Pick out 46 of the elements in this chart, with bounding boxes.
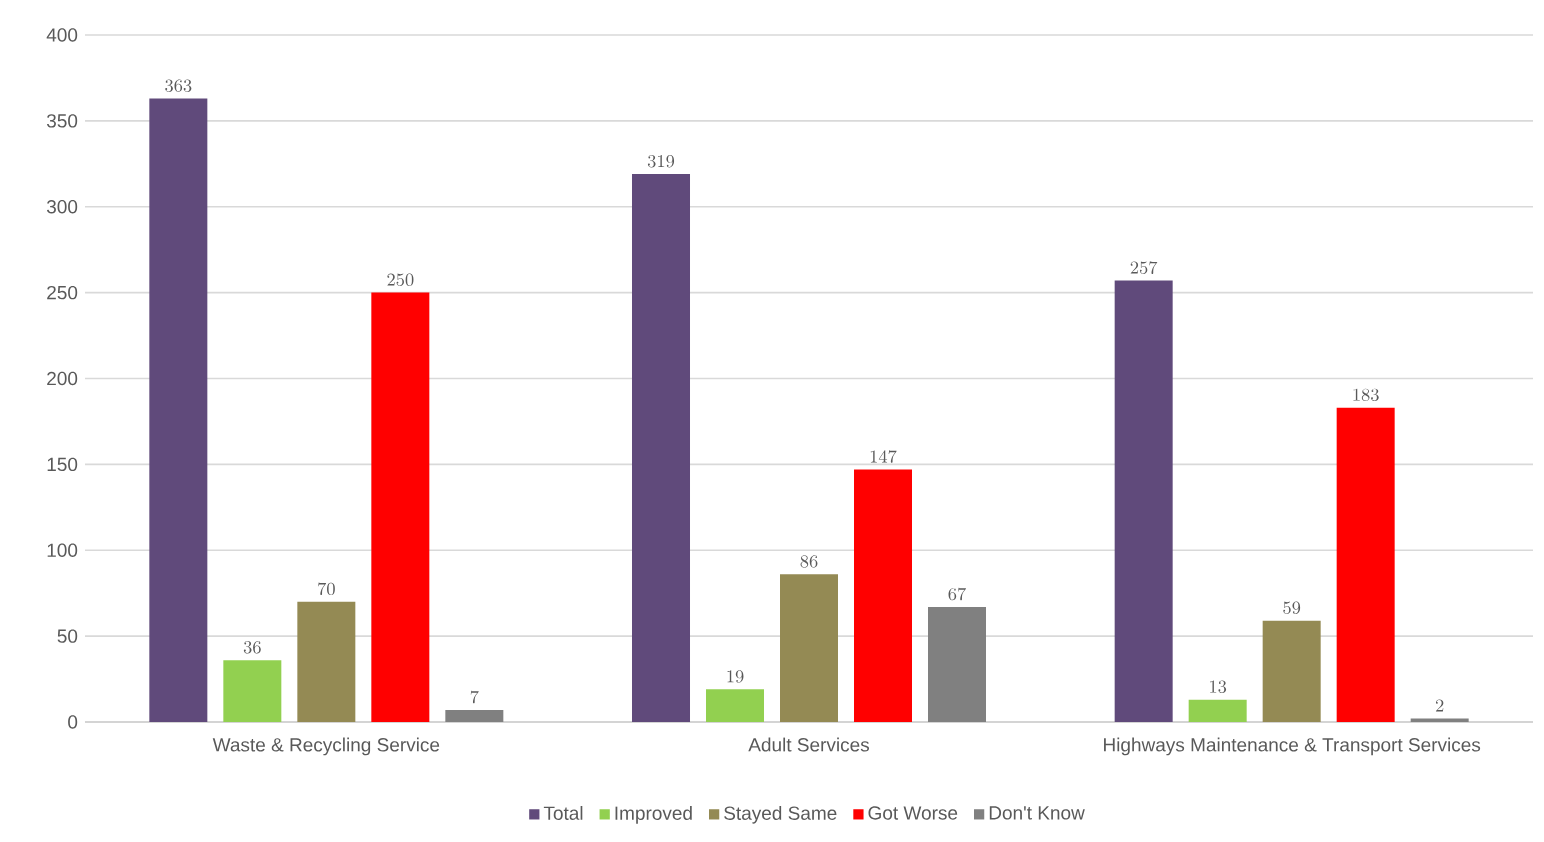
bar: [223, 660, 282, 722]
data-label: 250: [387, 273, 414, 286]
bar: [1114, 280, 1173, 722]
data-label: 7: [470, 690, 479, 704]
data-label: 19: [727, 670, 744, 683]
legend-label: Don't Know: [989, 806, 1085, 820]
y-tick-label: 50: [57, 629, 78, 643]
data-label: 36: [243, 641, 261, 654]
legend-label: Got Worse: [868, 806, 958, 820]
y-tick-label: 200: [47, 371, 78, 386]
bar: [632, 174, 690, 722]
data-label: 86: [800, 555, 818, 568]
bar: [371, 292, 430, 722]
y-tick-label: 350: [46, 114, 78, 128]
bar: [445, 709, 504, 722]
x-tick-label: Highways Maintenance & Transport Services: [1104, 737, 1481, 756]
data-label: 183: [1353, 388, 1379, 402]
bar: [1262, 620, 1321, 722]
y-tick-label: 400: [46, 28, 78, 42]
data-label: 13: [1210, 680, 1227, 694]
y-tick-label: 250: [47, 285, 78, 300]
data-label: 70: [318, 582, 335, 596]
bar: [780, 574, 838, 722]
data-label: 363: [165, 79, 192, 92]
legend-label: Total: [543, 805, 583, 820]
data-label: 257: [1130, 261, 1158, 274]
bar: [297, 601, 356, 722]
bar: [928, 606, 987, 722]
y-tick-label: 0: [68, 715, 78, 729]
data-label: 319: [647, 155, 675, 168]
data-label: 67: [948, 587, 966, 601]
y-tick-label: 150: [47, 457, 78, 472]
bar: [706, 689, 765, 722]
legend-label: Improved: [615, 805, 692, 824]
y-tick-label: 300: [46, 200, 78, 214]
data-label: 2: [1435, 699, 1444, 712]
x-tick-label: Adult Services: [748, 737, 870, 752]
bar: [854, 469, 912, 722]
y-tick-label: 100: [47, 543, 78, 557]
data-label: 147: [870, 450, 897, 463]
bar: [149, 98, 208, 722]
legend-label: Stayed Same: [724, 805, 837, 824]
x-tick-label: Waste & Recycling Service: [212, 737, 440, 756]
bar: [1188, 699, 1247, 722]
data-label: 59: [1283, 601, 1301, 615]
bar: [1336, 407, 1395, 722]
